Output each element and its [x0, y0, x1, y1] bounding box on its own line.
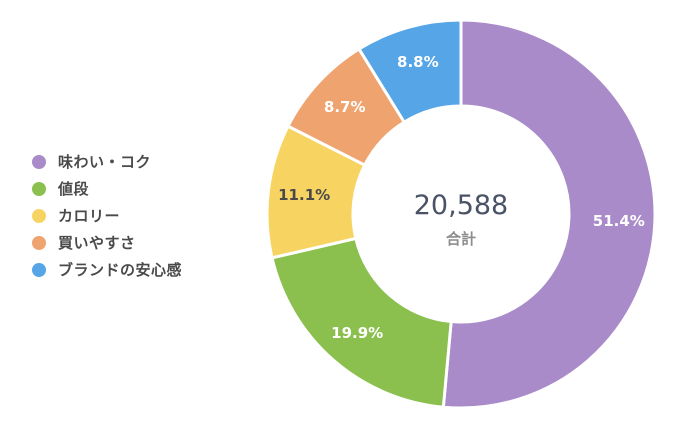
legend-swatch-price [32, 181, 46, 196]
legend-label-taste: 味わい・コク [58, 153, 152, 171]
legend-swatch-brand-trust [32, 262, 46, 277]
legend-label-price: 値段 [58, 180, 90, 198]
legend-item-brand-trust: ブランドの安心感 [32, 256, 182, 283]
slice-label-availability: 8.7% [324, 98, 366, 116]
slice-price [270, 236, 453, 409]
total-label: 合計 [445, 230, 476, 248]
slice-label-calorie: 11.1% [278, 186, 330, 204]
slice-label-brand-trust: 8.8% [397, 53, 439, 71]
slice-taste [441, 18, 657, 410]
legend-label-availability: 買いやすさ [58, 234, 136, 252]
legend-label-brand-trust: ブランドの安心感 [58, 261, 183, 279]
legend-swatch-calorie [32, 208, 46, 223]
slice-brand-trust [356, 18, 463, 125]
legend: 味わい・コク 値段 カロリー 買いやすさ ブランドの安心感 [32, 148, 182, 283]
legend-swatch-availability [32, 235, 46, 250]
legend-item-availability: 買いやすさ [32, 229, 182, 256]
legend-swatch-taste [32, 154, 46, 169]
slice-label-price: 19.9% [331, 324, 383, 342]
donut-slice-labels: 51.4% 19.9% 11.1% 8.7% 8.8% [278, 53, 645, 342]
total-value: 20,588 [414, 190, 508, 221]
legend-item-calorie: カロリー [32, 202, 182, 229]
slice-label-taste: 51.4% [593, 212, 645, 230]
legend-label-calorie: カロリー [58, 207, 121, 225]
donut-slices [265, 18, 657, 410]
legend-item-price: 値段 [32, 175, 182, 202]
legend-item-taste: 味わい・コク [32, 148, 182, 175]
